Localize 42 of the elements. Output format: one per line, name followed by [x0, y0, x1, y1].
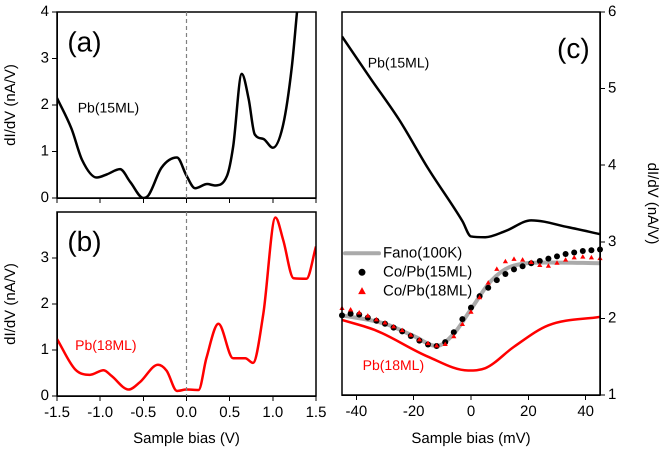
- x-tick-label: 0.0: [176, 404, 197, 422]
- x-axis-title: Sample bias (V): [133, 430, 240, 448]
- y2-tick-label: 5: [608, 80, 616, 97]
- y2-tick-label: 2: [608, 310, 616, 327]
- x-tick-label: -40: [345, 403, 368, 420]
- x-tick-label: 20: [520, 403, 537, 420]
- x-tick-label: -20: [402, 403, 425, 420]
- series-label: Pb(18ML): [75, 337, 137, 354]
- x-tick-label: -1.0: [87, 404, 114, 422]
- y2-axis-title: dI/dV (nA/V): [644, 162, 661, 244]
- y-tick-label: 1: [40, 341, 49, 358]
- y2-tick-label: 1: [608, 386, 616, 404]
- legend-label: Co/Pb(18ML): [383, 282, 472, 300]
- y2-tick-label: 6: [608, 3, 616, 20]
- legend-label: Co/Pb(15ML): [383, 263, 472, 280]
- series-label: Pb(15ML): [368, 54, 430, 71]
- x-axis-title: Sample bias (mV): [411, 430, 531, 448]
- y-tick-label: 1: [40, 142, 49, 160]
- y-tick-label: 0: [40, 189, 49, 206]
- y-axis-title: dI/dV (nA/V): [2, 64, 20, 146]
- x-tick-label: -0.5: [130, 404, 156, 422]
- series-label: Pb(18ML): [362, 357, 424, 374]
- x-tick-label: 0.5: [219, 404, 240, 422]
- y-tick-label: 3: [40, 50, 49, 67]
- annotation: (c): [557, 33, 590, 64]
- y-tick-label: 2: [40, 295, 49, 312]
- y2-tick-label: 4: [608, 156, 616, 174]
- y2-tick-label: 3: [608, 232, 616, 250]
- y-tick-label: 2: [40, 96, 49, 114]
- series-label: Pb(15ML): [78, 100, 140, 116]
- y-tick-label: 4: [40, 3, 49, 20]
- x-tick-label: 0: [466, 403, 476, 420]
- legend-label: Fano(100K): [383, 244, 462, 262]
- x-tick-label: 1.5: [306, 404, 326, 422]
- x-tick-label: 40: [577, 403, 594, 420]
- y-tick-label: 3: [40, 249, 49, 266]
- x-tick-label: 1.0: [262, 404, 284, 422]
- y-axis-title: dI/dV (nA/V): [2, 263, 20, 345]
- y-tick-label: 0: [40, 387, 49, 404]
- annotation: (a): [67, 26, 102, 58]
- x-tick-label: -1.5: [44, 404, 70, 422]
- annotation: (b): [67, 226, 102, 257]
